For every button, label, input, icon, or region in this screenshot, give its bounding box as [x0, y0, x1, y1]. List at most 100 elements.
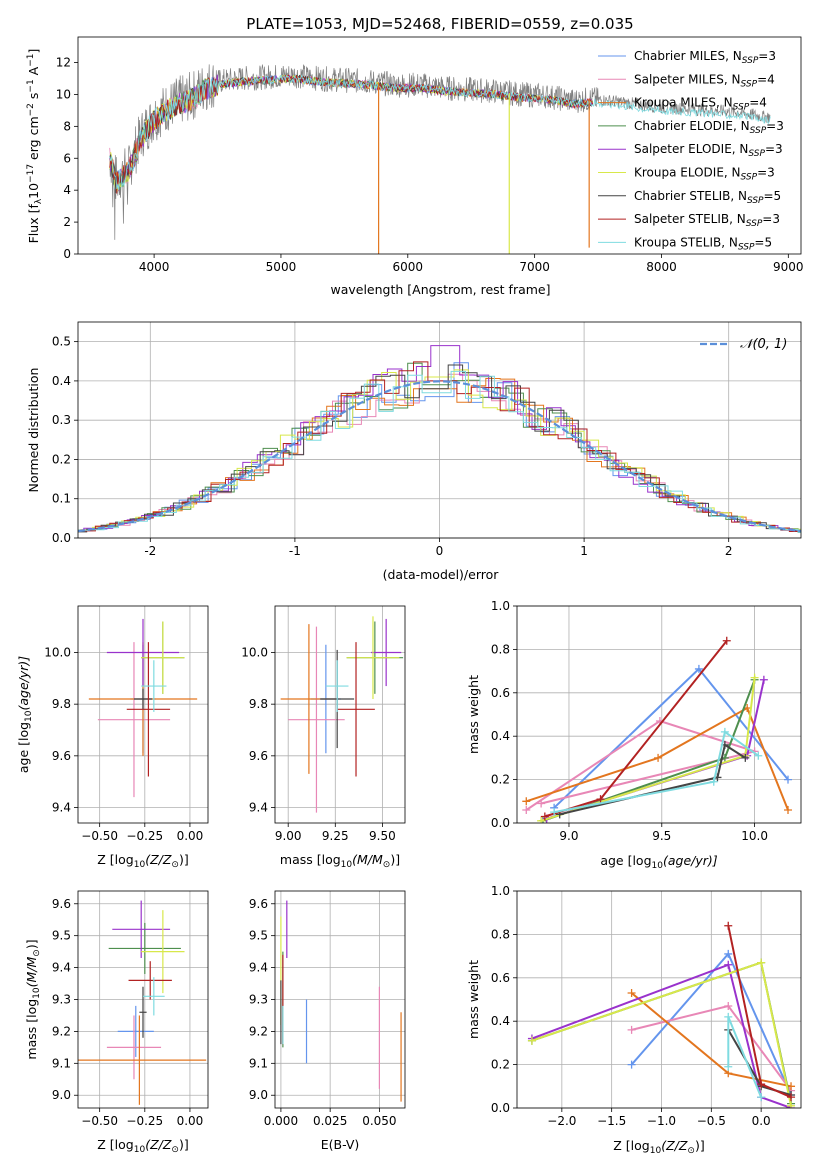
y-tick-label: 9.5	[52, 929, 71, 943]
label-part: =5	[764, 189, 782, 203]
x-tick-label: 1	[580, 544, 588, 558]
y-tick-label: 0.3	[52, 413, 71, 427]
plot-area-spectrum	[109, 64, 771, 254]
x-tick-label: 9.50	[369, 829, 396, 843]
x-tick-label: 9000	[773, 260, 804, 274]
label-part: A	[26, 66, 41, 79]
x-tick-label: −1.0	[647, 1114, 676, 1128]
axes-frame	[77, 321, 802, 539]
y-tick-label: 9.6	[52, 749, 71, 763]
legend-entry: Chabrier MILES, NSSP​=3	[634, 49, 776, 66]
weight-marker	[784, 805, 793, 814]
x-axis-label: age [log10​(age/yr)]	[600, 853, 717, 871]
histogram-series-7	[78, 361, 801, 532]
label-part: age [log	[600, 853, 651, 868]
y-tick-label: 1.0	[491, 599, 510, 613]
label-part: =3	[758, 49, 776, 63]
x-tick-label: −2.0	[547, 1114, 576, 1128]
y-tick-label: 0.5	[52, 335, 71, 349]
label-part: 10	[652, 861, 664, 871]
y-tick-label: 9.0	[52, 1088, 71, 1102]
weight-marker	[709, 777, 718, 786]
y-tick-label: 9.8	[52, 697, 71, 711]
x-axis-label: Z [log10​(Z/Z⊙​)]	[613, 1138, 704, 1156]
y-tick-label: 9.5	[249, 929, 268, 943]
y-tick-label: 9.3	[52, 993, 71, 1007]
y-axis-label: Flux [fλ​10−17​ erg cm−2​ s−1​ A−1​]	[26, 49, 44, 244]
x-axis-label: wavelength [Angstrom, rest frame]	[330, 282, 550, 297]
y-tick-label: 9.1	[52, 1056, 71, 1070]
plots-layer: 4000 5000 6000 7000 8000 9000024681012wavelen…	[16, 36, 804, 1156]
spectrum-observed	[109, 64, 771, 240]
label-part: −17	[26, 164, 36, 183]
x-axis-label: Z [log10​(Z/Z⊙​)]	[97, 852, 188, 870]
y-tick-label: 9.4	[52, 961, 71, 975]
label-part: Kroupa STELIB, N	[634, 235, 738, 249]
legend-entry: Salpeter STELIB, NSSP​=3	[634, 212, 780, 229]
y-tick-label: 6	[63, 151, 71, 165]
y-tick-label: 9.2	[52, 1024, 71, 1038]
x-tick-label: -2	[144, 544, 156, 558]
label-part: =5	[754, 235, 772, 249]
label-part: Z [log	[97, 852, 133, 867]
axes-frame	[516, 605, 802, 824]
label-part: (Z/Z	[145, 852, 172, 867]
y-tick-label: 0.6	[491, 971, 510, 985]
label-part: Z [log	[613, 1138, 649, 1153]
label-part: =4	[749, 96, 767, 110]
x-tick-label: 0.0	[752, 1114, 771, 1128]
x-tick-label: −0.50	[81, 829, 118, 843]
axes-age_vs_Z: −0.50 −0.25 0.00 9.4 9.6 9.8 10.0 Z [log10​(Z/Z…	[16, 605, 209, 870]
label-part: −1	[26, 79, 36, 92]
x-tick-label: 0.050	[362, 1114, 396, 1128]
normal-curve	[78, 380, 801, 533]
weight-line-8	[553, 730, 759, 814]
label-part: (M/M	[352, 852, 383, 867]
x-tick-label: 0.00	[177, 1114, 204, 1128]
x-axis-label: Z [log10​(Z/Z⊙​)]	[97, 1137, 188, 1155]
label-part: =3	[757, 166, 775, 180]
weight-marker	[750, 673, 759, 682]
label-part: ⊙	[32, 949, 42, 957]
weight-marker	[627, 1060, 636, 1069]
y-tick-label: 9.4	[249, 801, 268, 815]
histogram-series-0	[78, 362, 801, 532]
y-tick-label: 9.3	[249, 993, 268, 1007]
y-tick-label: 10.0	[241, 646, 268, 660]
y-tick-label: 0.8	[491, 927, 510, 941]
y-tick-label: 10.0	[44, 646, 71, 660]
label-part: ⊙	[171, 860, 179, 870]
y-tick-label: 9.6	[249, 749, 268, 763]
y-tick-label: 0.2	[52, 452, 71, 466]
legend-entry: Kroupa STELIB, NSSP​=5	[634, 235, 772, 252]
label-part: SSP	[738, 242, 755, 252]
x-tick-label: −0.25	[126, 829, 163, 843]
axes-residuals: -2 -1 0 1 2 0.0 0.1 0.2 0.3 0.4 0.5 𝒩(0, 1) (data-mo…	[26, 321, 802, 582]
label-part: (Z/Z	[145, 1137, 172, 1152]
weight-marker	[537, 816, 546, 823]
weight-marker	[527, 1036, 536, 1045]
x-tick-label: −1.5	[597, 1114, 626, 1128]
axes-mass_vs_ebv: 0.000 0.025 0.050 9.0 9.1 9.2 9.3 9.4 9.5 9.6 E(B-…	[249, 890, 406, 1152]
y-tick-label: 0.0	[491, 1101, 510, 1115]
label-part: SSP	[741, 173, 758, 183]
label-part: =3	[766, 119, 784, 133]
label-part: SSP	[741, 79, 758, 89]
spectrum-model-8	[109, 74, 771, 190]
x-tick-label: −0.50	[81, 1114, 118, 1128]
label-part: Salpeter STELIB, N	[634, 212, 746, 226]
weight-marker	[757, 1080, 766, 1089]
weight-marker	[759, 675, 768, 684]
label-part: age [log	[16, 722, 31, 773]
label-part: )]	[390, 852, 400, 867]
histogram-series-4	[78, 345, 801, 532]
axes-frame	[77, 890, 209, 1109]
plot-area-mass_vs_ebv	[280, 900, 402, 1102]
y-tick-label: 10	[56, 87, 71, 101]
x-tick-label: 10.0	[741, 829, 768, 843]
weight-marker	[694, 664, 703, 673]
y-tick-label: 9.4	[52, 801, 71, 815]
label-part: SSP	[746, 219, 763, 229]
spectrum-model-7	[109, 74, 594, 194]
label-part: mass [log	[24, 999, 39, 1060]
